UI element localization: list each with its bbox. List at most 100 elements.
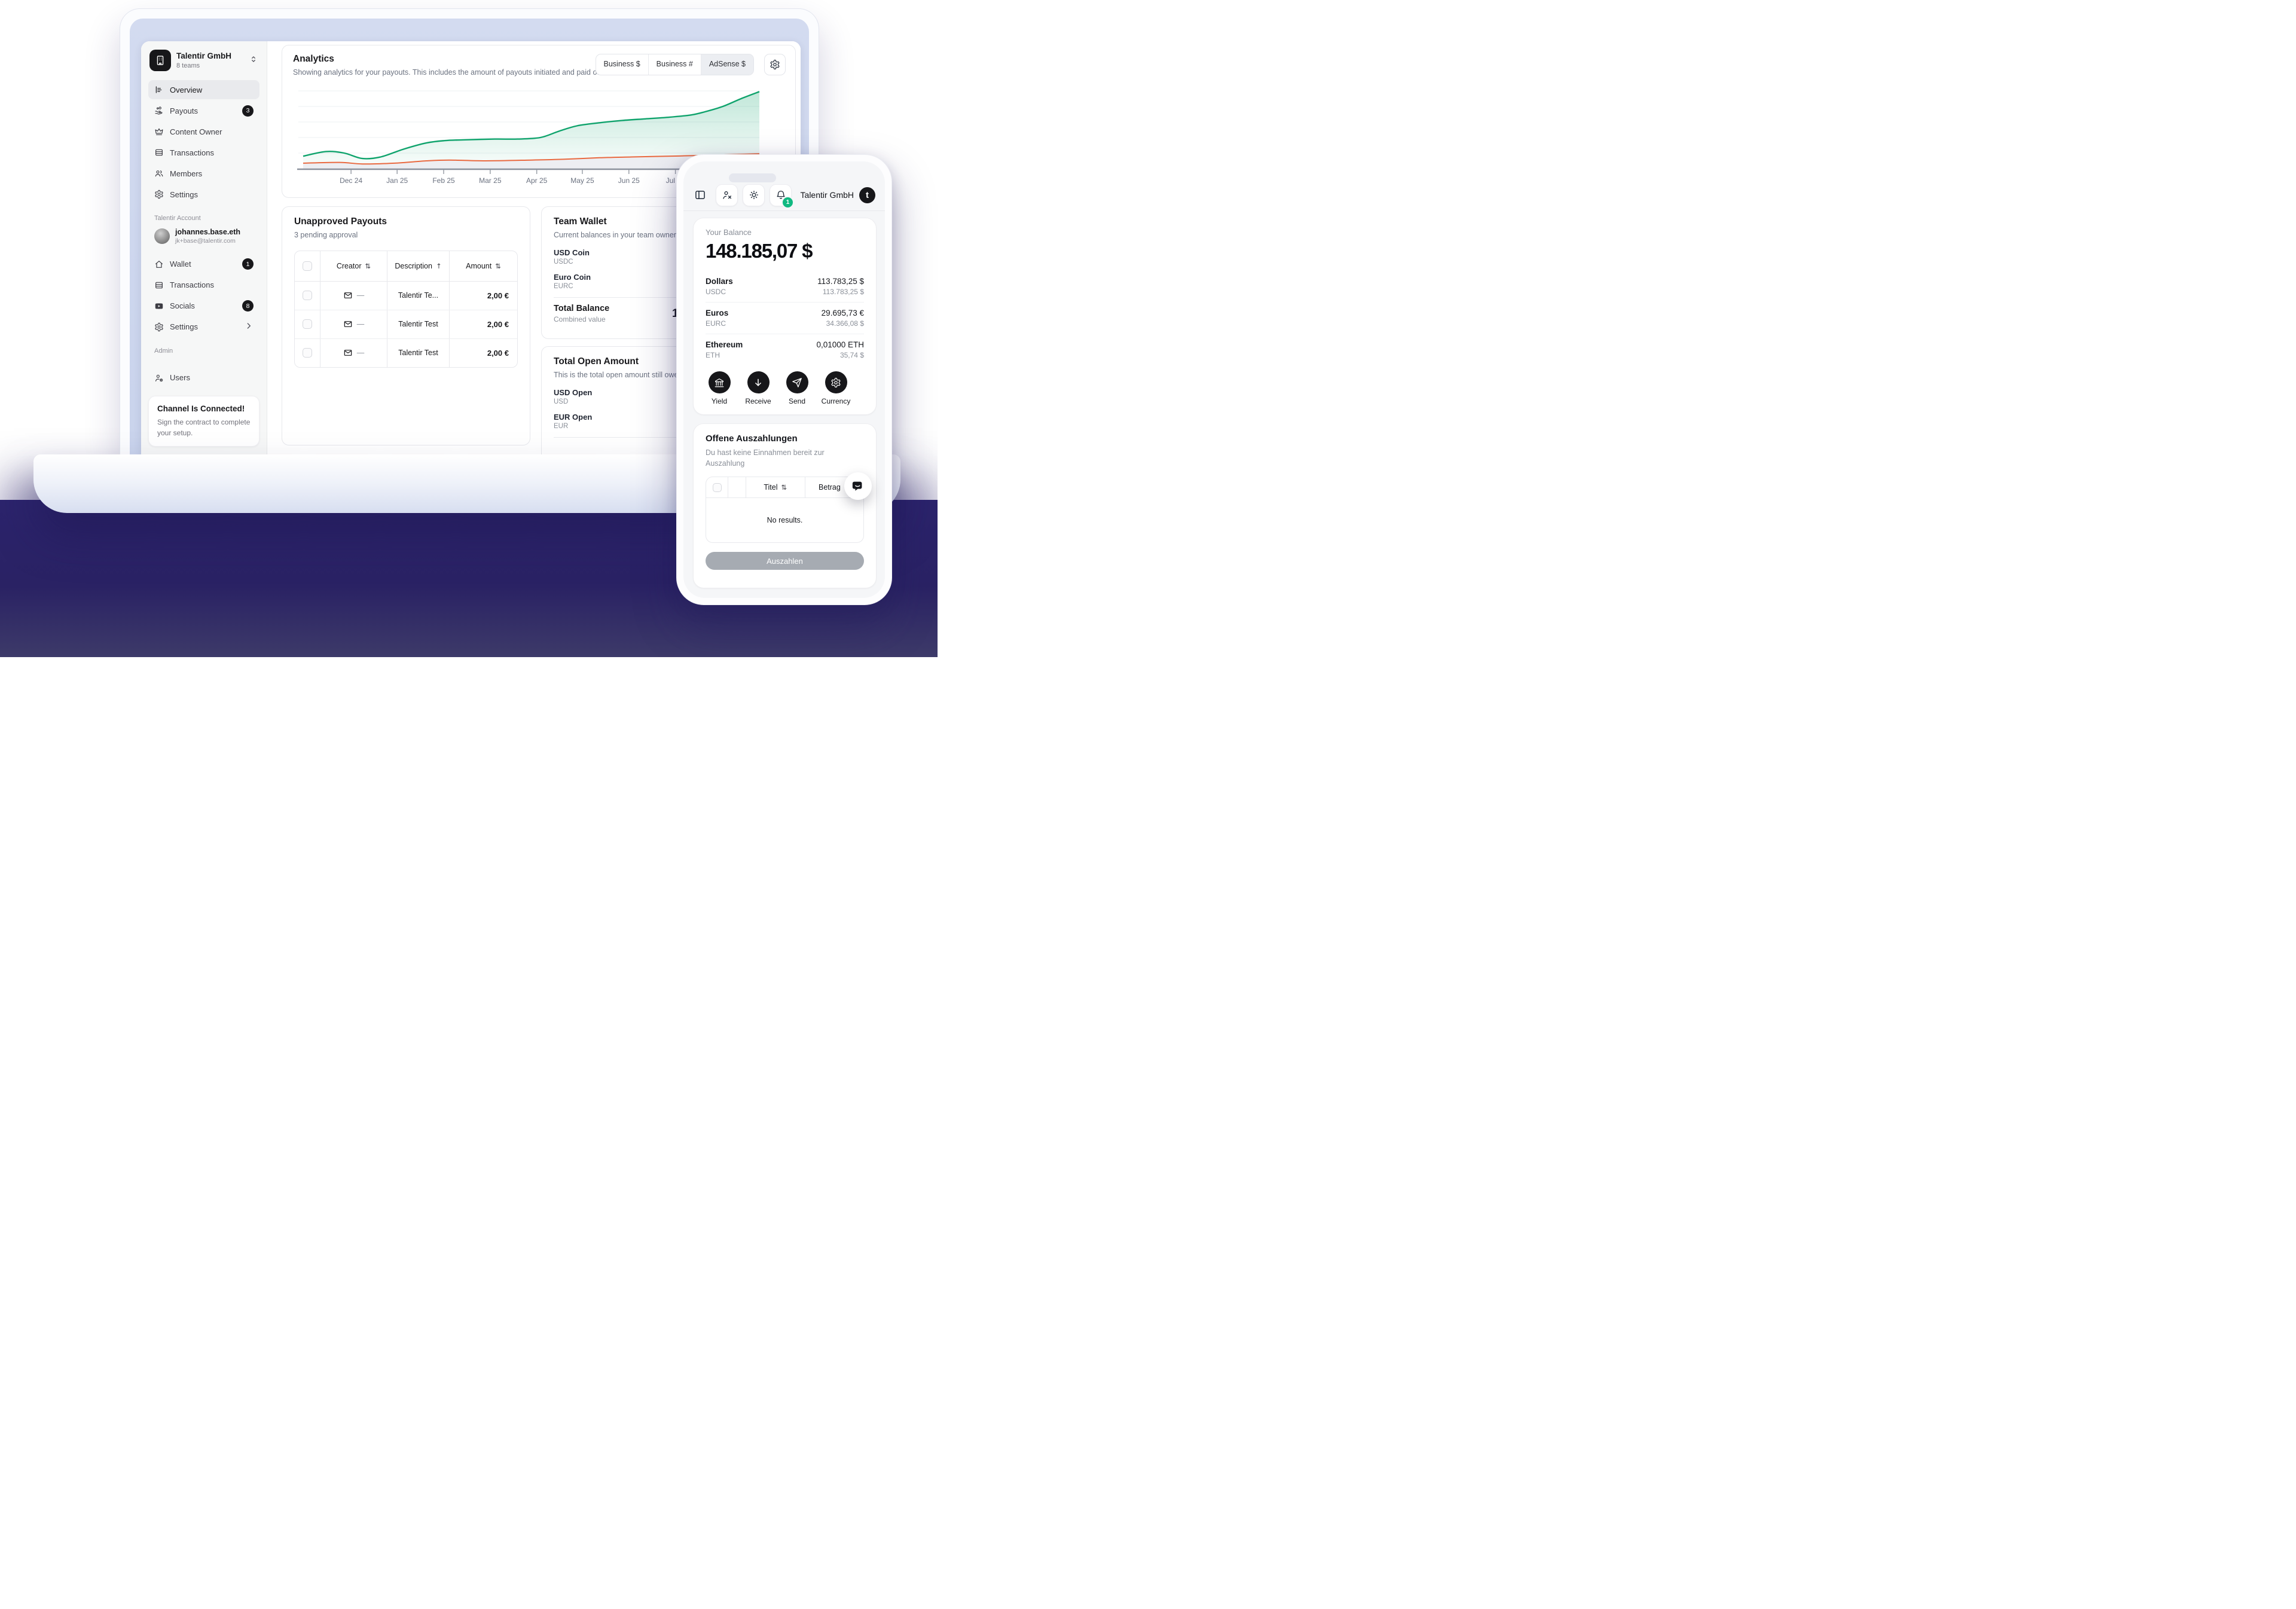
- series-line-1: [303, 153, 760, 165]
- asset-row-dollars: Dollars USDC 113.783,25 $ 113.783,25 $: [706, 271, 864, 303]
- panel-left-icon[interactable]: [694, 189, 706, 201]
- phone-org-avatar[interactable]: t: [859, 187, 875, 203]
- asset-row-euros: Euros EURC 29.695,73 € 34.366,08 $: [706, 303, 864, 334]
- open-payouts-subtitle: Du hast keine Einnahmen bereit zur Ausza…: [706, 448, 825, 468]
- sidebar-item-wallet[interactable]: Wallet 1: [148, 255, 259, 274]
- sidebar-item-settings[interactable]: Settings: [148, 185, 259, 204]
- chevron-right-icon: [244, 321, 254, 331]
- divider: [554, 436, 783, 438]
- analytics-settings-button[interactable]: [764, 54, 786, 75]
- home-icon: [154, 259, 164, 269]
- sidebar-item-settings[interactable]: Settings: [148, 317, 259, 337]
- series-area-0: [303, 91, 759, 169]
- user-x-icon: [722, 190, 732, 200]
- nav-account: Wallet 1 Transactions Socials 8 Settings: [148, 255, 259, 337]
- action-send[interactable]: Send: [783, 371, 811, 405]
- channel-connected-card: Channel Is Connected! Sign the contract …: [148, 396, 259, 447]
- x-tick-label: Apr 25: [526, 176, 548, 185]
- amount-cell: 2,00 €: [449, 338, 517, 367]
- asset-name: Ethereum: [706, 340, 743, 349]
- balance-total: 148.185,07 $: [706, 240, 813, 262]
- select-all-checkbox[interactable]: [712, 483, 722, 492]
- sidebar-item-label: Overview: [170, 85, 203, 94]
- sidebar-item-transactions[interactable]: Transactions: [148, 276, 259, 295]
- sidebar-item-members[interactable]: Members: [148, 164, 259, 183]
- team-switcher[interactable]: Talentir GmbH 8 teams: [148, 50, 259, 71]
- sun-icon: [749, 190, 759, 200]
- sidebar-item-content-owner[interactable]: Content Owner: [148, 122, 259, 141]
- section-label-account: Talentir Account: [154, 215, 201, 222]
- column-header-titel[interactable]: Titel ⇅: [746, 477, 805, 498]
- row-checkbox-cell: [295, 310, 320, 338]
- action-label: Currency: [821, 397, 851, 405]
- select-all-checkbox[interactable]: [303, 261, 312, 271]
- column-header-creator[interactable]: Creator ⇅: [320, 251, 387, 281]
- row-checkbox-cell: [295, 282, 320, 310]
- action-yield[interactable]: Yield: [706, 371, 733, 405]
- row-checkbox[interactable]: [303, 319, 312, 329]
- spacer-cell: [728, 477, 746, 498]
- members-icon: [154, 169, 164, 178]
- toggle-adsense[interactable]: AdSense $: [700, 54, 753, 75]
- series-area-1: [303, 154, 759, 169]
- column-header-description[interactable]: Description ↑: [387, 251, 449, 281]
- balance-card: Your Balance 148.185,07 $ Dollars USDC 113…: [693, 218, 877, 415]
- bank-icon: [708, 371, 731, 393]
- mail-icon: [343, 319, 353, 329]
- sidebar-item-payouts[interactable]: Payouts 3: [148, 101, 259, 120]
- description-cell: Talentir Test: [387, 310, 449, 338]
- asset-value-sub: 34.366,08 $: [826, 319, 864, 328]
- sidebar-item-users[interactable]: Users: [148, 368, 259, 387]
- toggle-business[interactable]: Business #: [648, 54, 701, 75]
- gear-icon: [831, 377, 841, 388]
- account-switcher[interactable]: johannes.base.eth jk+base@talentir.com: [148, 227, 259, 246]
- chat-launcher-button[interactable]: [844, 472, 872, 500]
- asset-value-sub: 113.783,25 $: [822, 288, 864, 296]
- column-label: Titel: [764, 483, 778, 492]
- sidebar-item-transactions[interactable]: Transactions: [148, 143, 259, 162]
- theme-toggle-button[interactable]: [743, 184, 765, 206]
- arrowdown-icon: [753, 377, 764, 388]
- coin-name: EUR Open: [554, 412, 593, 422]
- sidebar-item-socials[interactable]: Socials 8: [148, 297, 259, 316]
- sidebar-item-overview[interactable]: Overview: [148, 80, 259, 99]
- toggle-business[interactable]: Business $: [603, 60, 640, 68]
- table-row: — Talentir Test 2,00 €: [295, 338, 517, 367]
- row-checkbox[interactable]: [303, 291, 312, 301]
- send-icon: [792, 377, 802, 388]
- description-cell: Talentir Test: [387, 338, 449, 367]
- total-open-title: Total Open Amount: [554, 356, 639, 367]
- sidebar-item-label: Content Owner: [170, 127, 222, 136]
- auszahlen-button[interactable]: Auszahlen: [706, 552, 864, 570]
- team-wallet-title: Team Wallet: [554, 216, 607, 227]
- avatar: [154, 228, 170, 244]
- phone-notch: [729, 173, 776, 182]
- analytics-source-toggle: Business $ Business # AdSense $: [595, 54, 754, 75]
- unapproved-payouts-card: Unapproved Payouts 3 pending approval Cr…: [282, 206, 530, 445]
- sort-icon: ↑: [435, 261, 442, 270]
- chevron-right-icon: [244, 321, 254, 332]
- row-checkbox[interactable]: [303, 348, 312, 358]
- sidebar-item-label: Settings: [170, 322, 198, 332]
- remove-user-button[interactable]: [716, 184, 738, 206]
- column-label: Description: [395, 261, 432, 270]
- phone-org-name: Talentir GmbH: [800, 190, 854, 200]
- asset-value: 29.695,73 €: [821, 309, 864, 317]
- action-receive[interactable]: Receive: [744, 371, 772, 405]
- team-wallet-description: Current balances in your team owner wa: [554, 231, 688, 239]
- gear-icon: [154, 190, 164, 199]
- action-currency[interactable]: Currency: [822, 371, 850, 405]
- column-header-amount[interactable]: Amount ⇅: [449, 251, 517, 281]
- empty-state: No results.: [767, 516, 803, 525]
- overview-icon: [154, 85, 164, 94]
- unapproved-table: Creator ⇅ Description ↑ Amount ⇅ — Talentir Te.…: [294, 250, 518, 368]
- notification-badge: 1: [781, 196, 794, 209]
- asset-value: 0,01000 ETH: [816, 340, 864, 349]
- row-checkbox-cell: [295, 339, 320, 367]
- asset-name: Dollars: [706, 277, 733, 286]
- notifications-button[interactable]: 1: [770, 184, 794, 209]
- total-open-description: This is the total open amount still owed…: [554, 371, 691, 379]
- rows-icon: [154, 280, 164, 290]
- arrowdown-icon: [747, 371, 770, 393]
- mail-icon: [343, 348, 353, 358]
